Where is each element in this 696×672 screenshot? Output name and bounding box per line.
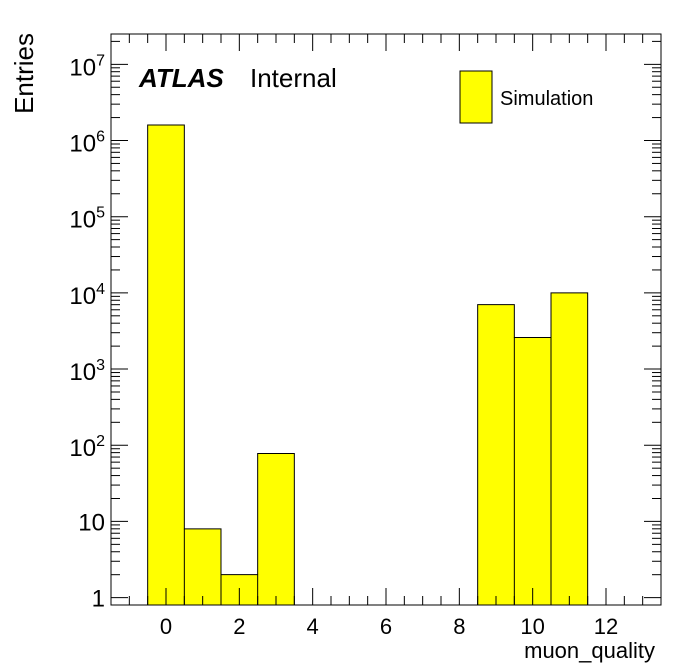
y-tick-label: 10 [78, 509, 105, 536]
legend: Simulation [459, 70, 593, 124]
histogram-bar-1 [184, 528, 221, 605]
histogram-bar-3 [257, 453, 295, 605]
histogram-outline-0 [147, 124, 295, 605]
y-tick-label: 102 [69, 433, 105, 462]
y-tick-label: 105 [69, 205, 105, 234]
internal-label: Internal [250, 63, 337, 93]
axis-ticks [110, 34, 662, 605]
x-tick-label: 0 [160, 614, 172, 639]
atlas-label: ATLAS [138, 63, 224, 93]
legend-label-simulation: Simulation [500, 88, 593, 110]
x-tick-label: 6 [380, 614, 392, 639]
x-tick-label: 4 [307, 614, 319, 639]
histogram-bar-0 [147, 124, 185, 605]
y-tick-label: 107 [69, 52, 105, 81]
histogram-outline-1 [477, 292, 589, 605]
y-axis-label: Entries [9, 33, 39, 114]
histogram-bars [147, 124, 589, 605]
y-tick-label: 103 [69, 357, 105, 386]
x-tick-label: 12 [594, 614, 618, 639]
x-tick-label: 8 [453, 614, 465, 639]
histogram-bar-10 [514, 337, 551, 605]
x-axis-label: muon_quality [524, 638, 655, 663]
histogram-bar-11 [551, 292, 588, 605]
legend-swatch-simulation [459, 70, 493, 124]
x-tick-label: 2 [233, 614, 245, 639]
y-tick-label: 104 [69, 281, 105, 310]
x-tick-label: 10 [520, 614, 544, 639]
y-tick-label: 106 [69, 129, 105, 158]
y-tick-label: 1 [92, 586, 105, 613]
y-tick-labels: 1 10 102 103 104 105 106 107 [69, 52, 105, 612]
histogram-bar-9 [477, 304, 515, 605]
x-tick-labels: 0 2 4 6 8 10 12 [160, 614, 618, 639]
